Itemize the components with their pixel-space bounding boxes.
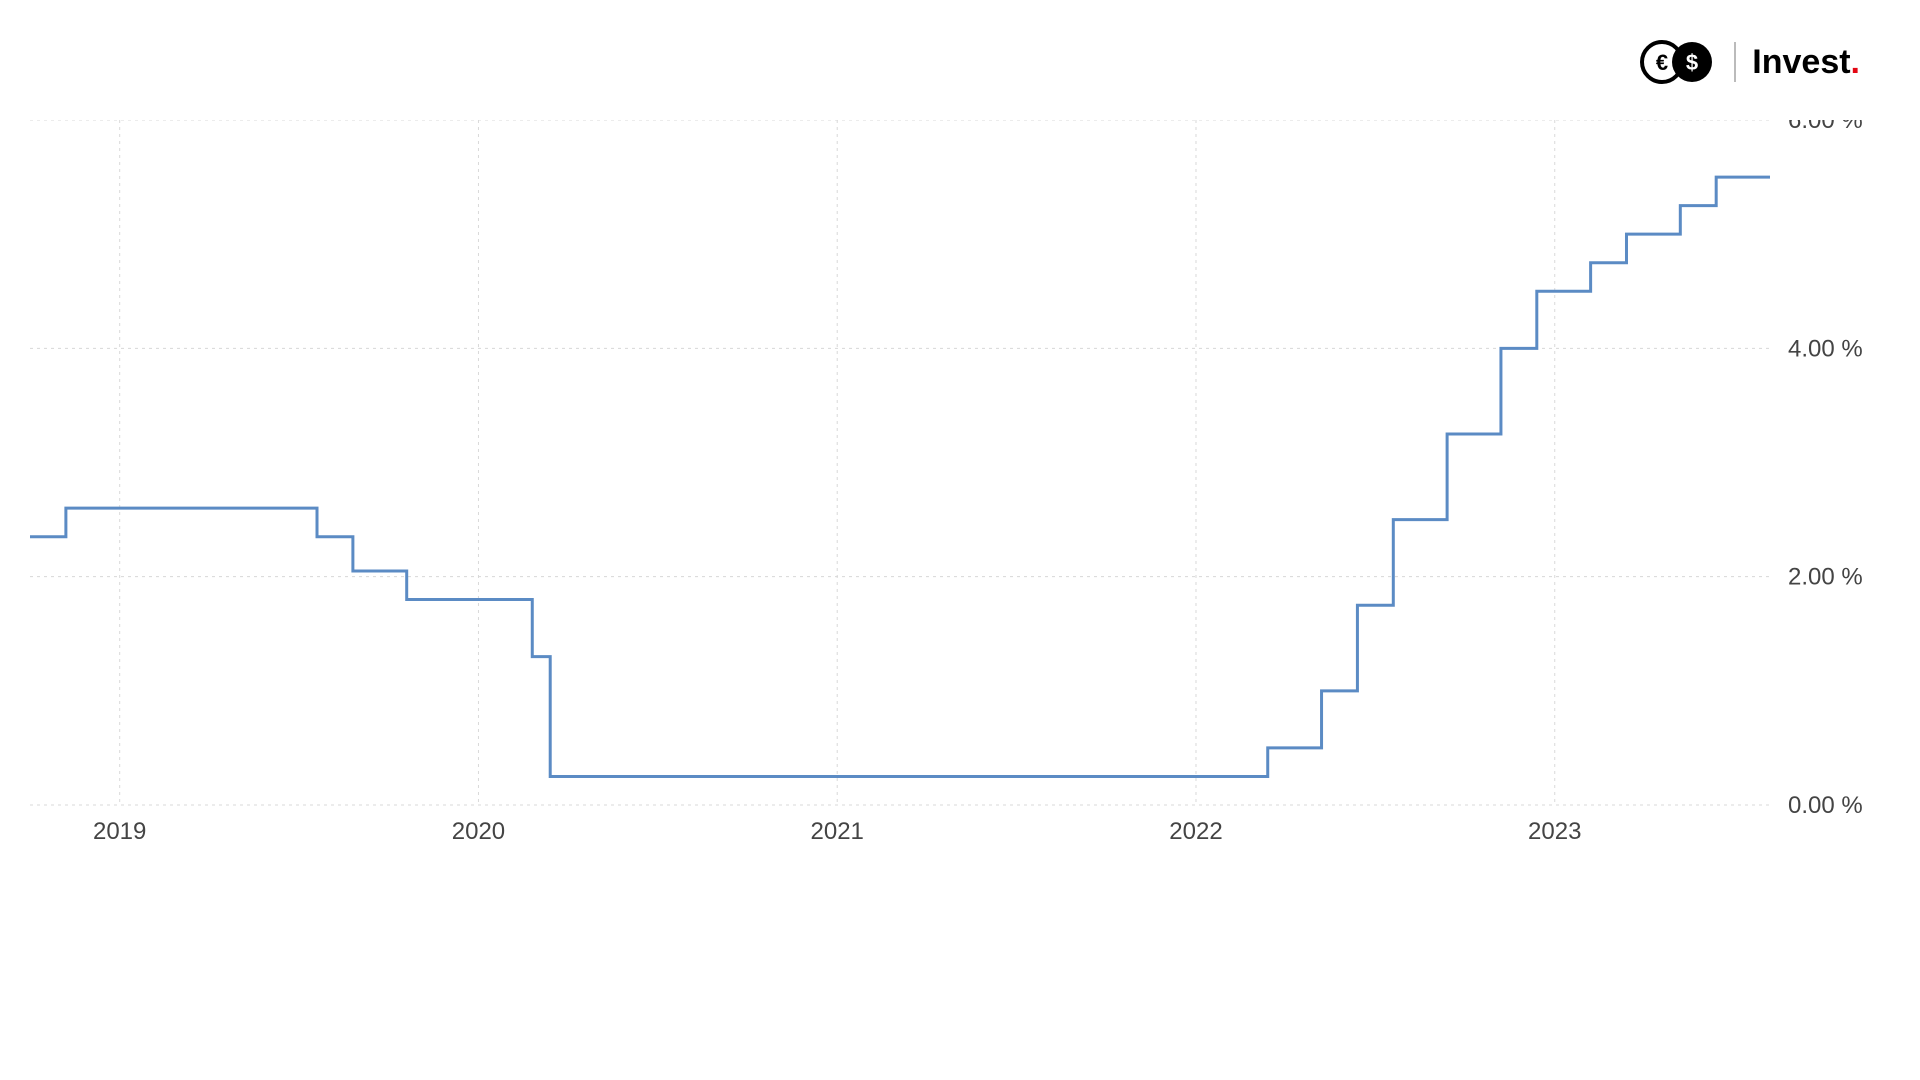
svg-text:$: $ [1686,50,1698,75]
x-axis-label: 2020 [452,818,505,845]
x-axis-label: 2022 [1169,818,1222,845]
y-axis-label: 6.00 % [1788,120,1863,134]
y-axis-label: 2.00 % [1788,564,1863,591]
svg-text:€: € [1656,50,1668,75]
rate-step-line [30,177,1770,776]
x-axis-label: 2023 [1528,818,1581,845]
rate-chart: 0.00 % 2.00 % 4.00 % 6.00 % 2019 2020 2021 2022… [20,120,1880,900]
brand-logo: € $ Invest. [1640,40,1860,84]
chart-svg: 0.00 % 2.00 % 4.00 % 6.00 % 2019 2020 2021 2022… [20,120,1880,900]
y-axis-label: 0.00 % [1788,792,1863,819]
x-axis-label: 2021 [811,818,864,845]
logo-dot: . [1851,43,1860,81]
y-axis-label: 4.00 % [1788,335,1863,362]
logo-divider [1734,42,1736,82]
currency-icon: € $ [1640,40,1718,84]
logo-brand: Invest [1752,43,1850,81]
x-axis-label: 2019 [93,818,146,845]
logo-text: Invest. [1752,43,1860,82]
